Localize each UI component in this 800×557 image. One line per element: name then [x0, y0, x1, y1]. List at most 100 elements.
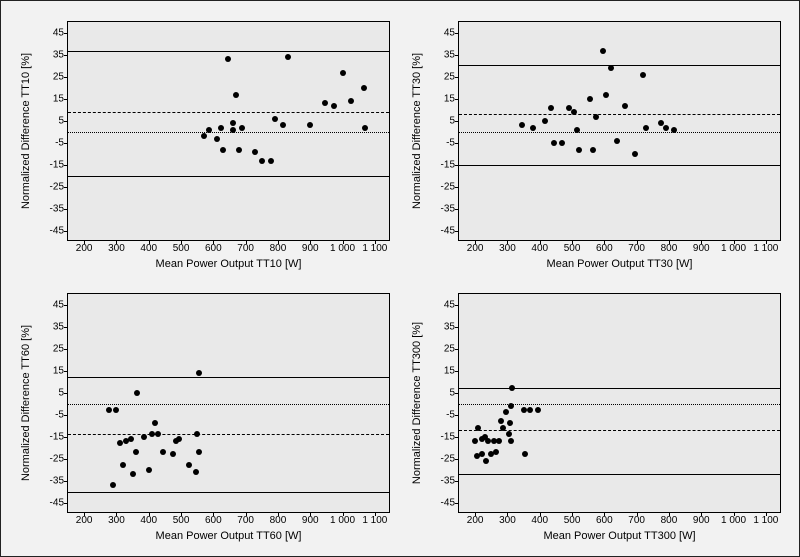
data-point: [134, 390, 140, 396]
data-point: [259, 158, 265, 164]
ytick-mark: [64, 77, 68, 78]
data-point: [196, 370, 202, 376]
xtick-mark: [637, 512, 638, 516]
data-point: [206, 127, 212, 133]
ytick-mark: [64, 459, 68, 460]
panel-tt60: -45-35-25-15-551525354520030040050060070…: [11, 283, 398, 551]
xtick-mark: [669, 240, 670, 244]
data-point: [130, 471, 136, 477]
data-point: [493, 449, 499, 455]
xtick-mark: [572, 240, 573, 244]
data-point: [218, 125, 224, 131]
data-point: [285, 54, 291, 60]
ytick-mark: [64, 349, 68, 350]
ref-line-solid: [68, 377, 389, 378]
xtick-mark: [734, 240, 735, 244]
panel-tt300: -45-35-25-15-551525354520030040050060070…: [402, 283, 789, 551]
ytick-mark: [455, 231, 459, 232]
data-point: [120, 462, 126, 468]
plot-area-tt300: -45-35-25-15-551525354520030040050060070…: [458, 293, 781, 513]
ytick-mark: [455, 33, 459, 34]
ytick-mark: [64, 187, 68, 188]
xtick-mark: [637, 240, 638, 244]
ytick-mark: [64, 393, 68, 394]
ytick-mark: [455, 187, 459, 188]
data-point: [551, 140, 557, 146]
data-point: [220, 147, 226, 153]
data-point: [507, 420, 513, 426]
data-point: [509, 385, 515, 391]
ytick-mark: [455, 459, 459, 460]
ytick-mark: [64, 209, 68, 210]
xtick-mark: [213, 512, 214, 516]
data-point: [503, 409, 509, 415]
data-point: [671, 127, 677, 133]
xtick-mark: [246, 512, 247, 516]
figure-grid: -45-35-25-15-551525354520030040050060070…: [0, 0, 800, 557]
xtick-mark: [343, 240, 344, 244]
ref-line-dotted: [459, 132, 780, 133]
data-point: [587, 96, 593, 102]
xlabel: Mean Power Output TT300 [W]: [543, 530, 695, 542]
data-point: [508, 403, 514, 409]
data-point: [230, 120, 236, 126]
ytick-mark: [64, 231, 68, 232]
ytick-mark: [455, 481, 459, 482]
data-point: [214, 136, 220, 142]
data-point: [576, 147, 582, 153]
ytick-mark: [64, 327, 68, 328]
data-point: [196, 449, 202, 455]
xtick-mark: [181, 240, 182, 244]
data-point: [194, 431, 200, 437]
data-point: [600, 48, 606, 54]
ytick-mark: [64, 165, 68, 166]
xtick-mark: [278, 512, 279, 516]
data-point: [113, 407, 119, 413]
data-point: [149, 431, 155, 437]
data-point: [152, 420, 158, 426]
ytick-mark: [455, 55, 459, 56]
data-point: [268, 158, 274, 164]
ref-line-solid: [459, 165, 780, 166]
xtick-mark: [246, 240, 247, 244]
xtick-mark: [213, 240, 214, 244]
ref-line-dotted: [68, 132, 389, 133]
ytick-mark: [455, 77, 459, 78]
ytick-mark: [455, 437, 459, 438]
data-point: [193, 469, 199, 475]
data-point: [252, 149, 258, 155]
ytick-mark: [64, 481, 68, 482]
data-point: [128, 436, 134, 442]
data-point: [519, 122, 525, 128]
data-point: [146, 467, 152, 473]
data-point: [590, 147, 596, 153]
ytick-mark: [64, 121, 68, 122]
data-point: [608, 65, 614, 71]
data-point: [230, 127, 236, 133]
ref-line-solid: [459, 65, 780, 66]
xtick-mark: [669, 512, 670, 516]
ytick-mark: [455, 503, 459, 504]
xlabel: Mean Power Output TT10 [W]: [156, 258, 302, 270]
ref-line-dotted: [459, 404, 780, 405]
ytick-mark: [455, 99, 459, 100]
ref-line-solid: [68, 492, 389, 493]
ytick-mark: [64, 143, 68, 144]
data-point: [506, 431, 512, 437]
xtick-mark: [84, 512, 85, 516]
ytick-mark: [64, 33, 68, 34]
data-point: [521, 407, 527, 413]
data-point: [614, 138, 620, 144]
data-point: [483, 458, 489, 464]
data-point: [280, 122, 286, 128]
ytick-mark: [64, 415, 68, 416]
data-point: [170, 451, 176, 457]
xtick-mark: [84, 240, 85, 244]
data-point: [522, 451, 528, 457]
data-point: [110, 482, 116, 488]
ytick-mark: [455, 143, 459, 144]
xtick-mark: [540, 240, 541, 244]
data-point: [475, 425, 481, 431]
xtick-mark: [766, 512, 767, 516]
ytick-mark: [455, 121, 459, 122]
